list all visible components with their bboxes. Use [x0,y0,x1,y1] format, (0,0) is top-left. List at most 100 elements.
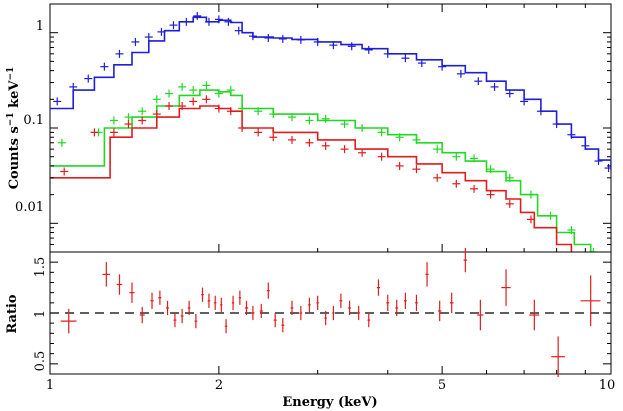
red-data-point [254,128,263,137]
ratio-point [477,299,484,331]
red-data-point [526,215,535,224]
blue-data-point [604,164,611,173]
ratio-point [238,290,241,305]
ratio-point [129,282,135,303]
blue-data-point [157,27,166,36]
green-data-point [269,110,278,119]
blue-data-point [474,77,483,86]
red-data-point [152,110,161,119]
x-tick-label-5: 5 [438,378,446,393]
green-data-point [505,173,514,182]
red-data-point [90,128,99,137]
ratio-point [102,262,111,287]
ratio-point [316,295,319,310]
red-data-point [321,141,330,150]
red-data-point [470,184,479,193]
top-y-axis-title-sup1: −1 [6,112,16,126]
ratio-point [348,300,352,316]
blue-data-point [401,54,410,63]
red-data-point [452,179,461,188]
blue-data-point [567,130,576,139]
red-data-point [269,133,278,142]
y-tick-label-0p1: 0.1 [23,113,44,128]
green-data-point [305,116,314,125]
top-y-axis-title: Counts s−1 keV−1 [6,67,22,190]
red-data-point [486,190,495,199]
x-axis-title: Energy (keV) [282,395,377,410]
blue-data-point [313,37,322,46]
ratio-y-tick-label-1: 1 [33,310,48,318]
red-data-point [358,148,367,157]
green-data-point [202,81,211,90]
ratio-point [201,287,204,302]
blue-data-point [182,17,191,26]
green-data-point [546,211,555,220]
ratio-point [551,336,565,378]
blue-data-point [490,82,499,91]
ratio-y-tick-label-1p5: 1.5 [33,257,48,278]
ratio-point [224,319,228,334]
ratio-point [395,299,399,317]
bottom-panel: 0.5 1 1.5 Ratio 1 2 5 10 Energy (keV) [5,247,615,410]
red-data-point [124,120,133,129]
blue-data-point [69,82,78,91]
ratio-point [529,299,540,331]
blue-data-point [505,89,514,98]
ratio-point [187,300,191,316]
red-data-point [505,199,514,208]
top-y-axis-title-text: Counts s [7,126,22,189]
ratio-point [60,308,77,334]
green-data-point [287,113,296,122]
top-panel-ticks [49,3,612,253]
red-data-point [556,252,564,260]
ratio-point [357,305,361,321]
ratio-point [580,275,601,327]
green-data-point [254,107,263,116]
x-tick-label-2: 2 [215,378,223,393]
ratio-point [367,313,371,328]
green-data-point [57,138,66,147]
red-data-point [377,152,386,161]
x-tick-labels: 1 2 5 10 [46,378,615,393]
ratio-point [501,269,511,306]
ratio-point [139,306,145,324]
red-data-point [305,138,314,147]
green-data-point [589,248,598,252]
ratio-point [324,310,327,326]
blue-data-point [552,120,561,129]
bottom-panel-ticks [49,251,612,375]
green-data-point [412,135,421,144]
ratio-point [339,293,343,308]
green-data-point [109,116,118,125]
ratio-point [308,297,311,312]
green-data-point [395,133,404,142]
blue-data-point [278,34,287,43]
red-data-point [165,102,174,111]
ratio-point [449,292,454,313]
ratio-point [425,262,429,287]
red-data-point [226,107,235,116]
ratio-point [207,293,211,308]
red-data-point [287,135,296,144]
blue-data-point [131,37,140,46]
ratio-points [60,247,601,378]
ratio-point [266,282,270,299]
blue-data-point [264,33,273,42]
green-data-point [189,86,198,95]
blue-data-point [100,62,109,71]
green-data-point [486,165,495,174]
red-data-point [395,161,404,170]
ratio-point [116,274,123,295]
green-data-point [340,120,349,129]
x-tick-label-1: 1 [46,378,54,393]
ratio-y-tick-label-0p5: 0.5 [33,351,48,372]
ratio-point [259,303,263,319]
top-y-axis-title-sup2: −1 [6,67,16,81]
blue-data-point [115,49,124,58]
blue-data-point [224,17,233,26]
green-data-point [138,107,147,116]
green-data-point [470,154,479,163]
top-y-axis-title-mid: keV [7,80,22,113]
ratio-point [281,318,285,333]
blue-data-point [383,49,392,58]
